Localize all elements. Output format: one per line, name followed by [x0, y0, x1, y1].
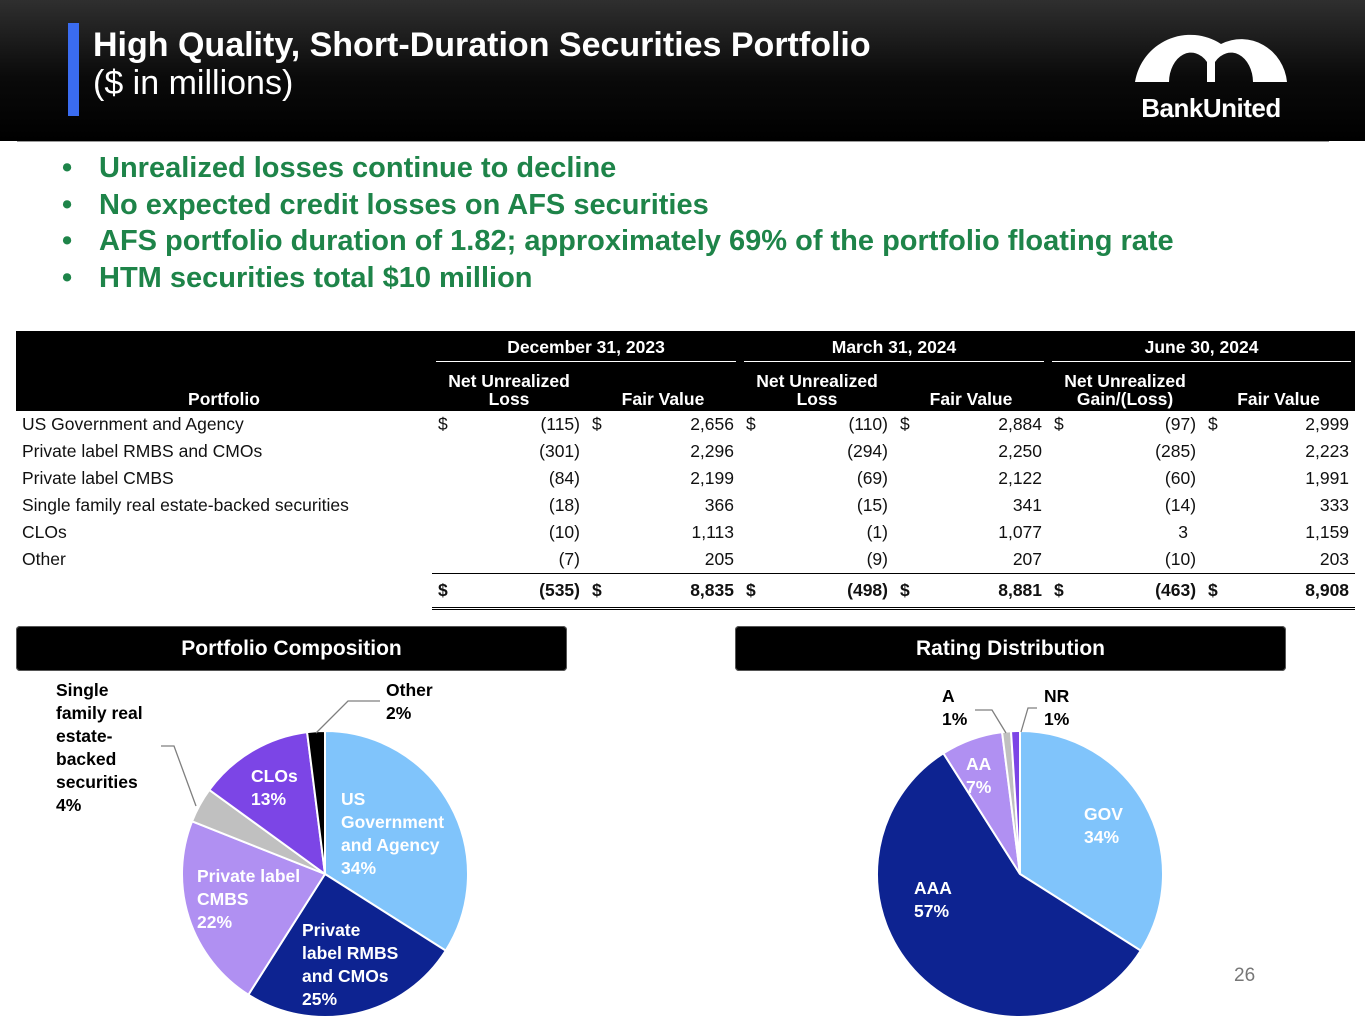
- composition-label: US Government and Agency 34%: [341, 789, 444, 878]
- table-row: Private label CMBS (84) 2,199 (69) 2,122…: [16, 465, 1355, 492]
- composition-slice: [305, 729, 326, 875]
- rating-distribution-pie: GOV 34% AAA 57% AA 7% A 1% NR 1%: [876, 686, 1164, 1018]
- bullet-dot: •: [62, 261, 73, 294]
- key-points-list: • Unrealized losses continue to decline •…: [62, 150, 1174, 296]
- bullet-item: • HTM securities total $10 million: [62, 260, 1174, 297]
- rating-label: GOV 34%: [1084, 804, 1123, 847]
- period-header: June 30, 2024: [1048, 331, 1356, 362]
- bullet-item: • AFS portfolio duration of 1.82; approxi…: [62, 223, 1174, 260]
- bullet-item: • Unrealized losses continue to decline: [62, 150, 1174, 187]
- composition-label: Private label CMBS 22%: [197, 866, 300, 932]
- column-header: Fair Value: [586, 362, 740, 411]
- bullet-item: • No expected credit losses on AFS securi…: [62, 187, 1174, 224]
- row-label: Private label CMBS: [22, 468, 174, 488]
- portfolio-table: December 31, 2023 March 31, 2024 June 30…: [16, 331, 1356, 610]
- composition-slice: [246, 872, 448, 1018]
- composition-label: Single family real estate-backed securities…: [56, 680, 143, 815]
- row-label: US Government and Agency: [22, 414, 244, 434]
- page-number: 26: [1234, 965, 1256, 986]
- row-label: Private label RMBS and CMOs: [22, 441, 263, 461]
- column-header: Net Unrealized Loss: [740, 362, 894, 411]
- rating-leader-line: [975, 709, 1007, 734]
- portfolio-composition-header: Portfolio Composition: [16, 626, 567, 671]
- row-label: Single family real estate-backed securit…: [22, 495, 349, 515]
- composition-label: Private label RMBS and CMOs 25%: [302, 920, 398, 1009]
- rating-label: A 1%: [942, 686, 968, 729]
- bankunited-logo-icon: [1135, 34, 1287, 82]
- title-line-1: High Quality, Short-Duration Securities …: [93, 26, 871, 64]
- rating-slice: [1009, 729, 1021, 875]
- table-row: CLOs (10) 1,113 (1) 1,077 3 1,159: [16, 519, 1355, 546]
- rating-label: AAA 57%: [914, 878, 952, 921]
- table-row: Private label RMBS and CMOs (301) 2,296 …: [16, 438, 1355, 465]
- rating-label: AA 7%: [966, 754, 992, 797]
- composition-leader-line: [315, 700, 380, 734]
- title-accent-bar: [68, 23, 79, 116]
- rating-slice: [876, 751, 1143, 1018]
- table-total-row: $ (535) $8,835 $ (498) $8,881 $ (463) $8,90…: [16, 573, 1356, 610]
- table-row: Single family real estate-backed securit…: [16, 492, 1355, 519]
- composition-slice: [181, 820, 327, 997]
- rating-leader-line: [1020, 707, 1037, 733]
- page-title: High Quality, Short-Duration Securities …: [93, 26, 871, 102]
- rating-label: NR 1%: [1044, 686, 1070, 729]
- composition-label: Other 2%: [386, 680, 433, 723]
- title-line-2: ($ in millions): [93, 64, 294, 102]
- column-header: Net Unrealized Loss: [432, 362, 586, 411]
- column-header: Net Unrealized Gain/(Loss): [1048, 362, 1203, 411]
- bullet-dot: •: [62, 188, 73, 221]
- table-row: US Government and Agency $ (115) $2,656 $…: [16, 411, 1355, 438]
- row-label: Other: [22, 549, 66, 570]
- header-banner: [0, 0, 1365, 141]
- bullet-dot: •: [62, 225, 73, 257]
- period-header: March 31, 2024: [740, 331, 1049, 362]
- portfolio-composition-pie: US Government and Agency 34% Private label RM…: [56, 680, 469, 1018]
- header-divider: [17, 141, 1329, 142]
- portfolio-column-header: Portfolio: [16, 362, 432, 411]
- column-header: Fair Value: [894, 362, 1049, 411]
- table-row: Other (7) 205 (9) 207 (10) 203: [16, 546, 1356, 574]
- bullet-dot: •: [62, 152, 73, 184]
- rating-distribution-header: Rating Distribution: [735, 626, 1286, 671]
- composition-slice: [207, 731, 327, 877]
- period-header: December 31, 2023: [432, 331, 740, 362]
- composition-label: CLOs 13%: [251, 766, 298, 809]
- row-label: CLOs: [22, 522, 67, 542]
- logo-text: BankUnited: [1141, 93, 1281, 123]
- composition-leader-line: [161, 745, 197, 807]
- column-header: Fair Value: [1202, 362, 1356, 411]
